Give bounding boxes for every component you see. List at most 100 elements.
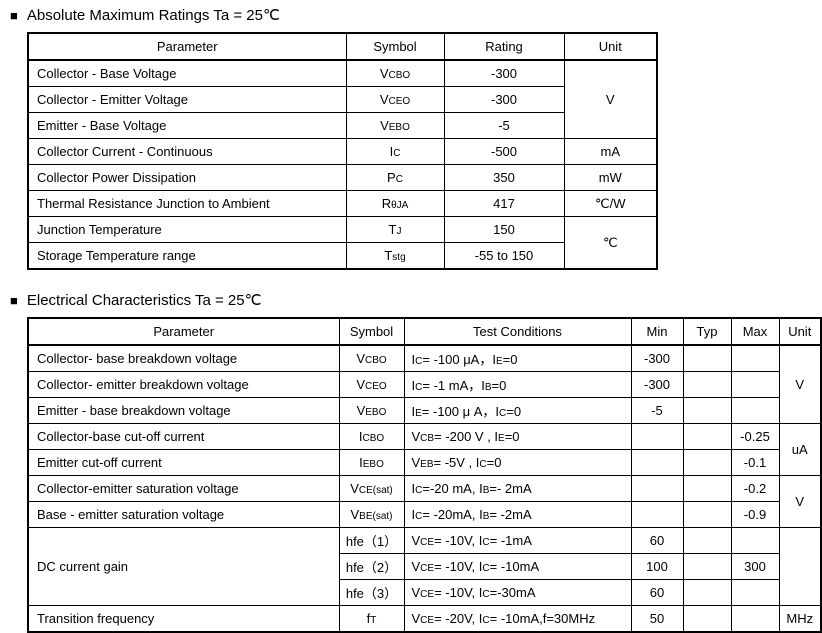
symbol-cell: IC [345, 138, 445, 165]
header-row: Parameter Symbol Rating Unit [27, 32, 658, 61]
param-cell: Collector-base cut-off current [27, 423, 340, 450]
param-cell: Emitter cut-off current [27, 449, 340, 476]
max-cell [730, 605, 780, 633]
param-cell: DC current gain [27, 527, 340, 606]
section-marker-icon: ■ [10, 292, 18, 308]
max-cell: -0.25 [730, 423, 780, 450]
symbol-cell: RθJA [345, 190, 445, 217]
min-cell: 60 [630, 579, 684, 606]
min-cell [630, 449, 684, 476]
col-header-parameter: Parameter [27, 317, 340, 346]
conditions-cell: VCE= -20V, IC= -10mA,f=30MHz [403, 605, 632, 633]
param-cell: Junction Temperature [27, 216, 347, 243]
conditions-cell: VCE= -10V, IC= -10mA [403, 553, 632, 580]
min-cell [630, 501, 684, 528]
typ-cell [682, 475, 732, 502]
rating-cell: 150 [443, 216, 565, 243]
table-row: hfe（2） VCE= -10V, IC= -10mA 100 300 [28, 553, 821, 580]
electrical-characteristics-table: Parameter Symbol Test Conditions Min Typ… [27, 317, 822, 633]
conditions-cell: VCE= -10V, IC= -1mA [403, 527, 632, 554]
table-row: DC current gain hfe（1） VCE= -10V, IC= -1… [27, 527, 822, 606]
table-row: Thermal Resistance Junction to Ambient R… [27, 190, 658, 217]
param-cell: Collector - Emitter Voltage [27, 86, 347, 113]
section-title-text: Absolute Maximum Ratings Ta = 25℃ [26, 7, 280, 24]
section-title-electrical-characteristics: ■ Electrical Characteristics Ta = 25℃ [10, 291, 822, 309]
typ-cell [682, 449, 732, 476]
max-cell [730, 371, 780, 398]
symbol-cell: hfe（3） [338, 579, 405, 606]
unit-cell: mW [563, 164, 658, 191]
rating-cell: -300 [443, 86, 565, 113]
typ-cell [682, 605, 732, 633]
typ-cell [682, 501, 732, 528]
unit-cell [778, 527, 822, 606]
table-row: Collector Current - Continuous IC -500 m… [27, 138, 658, 165]
table-row: Collector Power Dissipation PC 350 mW [27, 164, 658, 191]
typ-cell [682, 344, 732, 372]
max-cell [730, 397, 780, 424]
col-header-rating: Rating [443, 32, 565, 61]
table-row: Emitter cut-off current IEBO VEB= -5V , … [27, 449, 821, 476]
symbol-cell: PC [345, 164, 445, 191]
header-row: Parameter Symbol Test Conditions Min Typ… [27, 317, 822, 346]
param-cell: Collector- base breakdown voltage [27, 344, 340, 372]
param-cell: Collector Current - Continuous [27, 138, 347, 165]
typ-cell [682, 579, 732, 606]
symbol-cell: VEBO [345, 112, 445, 139]
min-cell: -5 [630, 397, 684, 424]
table-row: Transition frequency fT VCE= -20V, IC= -… [27, 605, 822, 633]
unit-cell: mA [563, 138, 658, 165]
unit-cell: V [778, 475, 822, 528]
param-cell: Storage Temperature range [27, 242, 347, 270]
conditions-cell: IC= -100 μA，IE=0 [403, 344, 632, 372]
section-title-text: Electrical Characteristics Ta = 25℃ [26, 292, 262, 309]
table-row: Collector - Base Voltage VCBO -300 V [27, 59, 658, 139]
symbol-cell: VCBO [338, 344, 405, 372]
unit-cell: V [778, 344, 822, 424]
col-header-typ: Typ [682, 317, 732, 346]
min-cell [630, 475, 684, 502]
table-row: Junction Temperature TJ 150 ℃ [27, 216, 658, 270]
symbol-cell: TJ [345, 216, 445, 243]
param-cell: Collector-emitter saturation voltage [27, 475, 340, 502]
table-row: Collector - Emitter Voltage VCEO -300 [27, 86, 657, 113]
conditions-cell: IE= -100 μ A，IC=0 [403, 397, 632, 424]
conditions-cell: VCB= -200 V , IE=0 [403, 423, 632, 450]
rating-cell: -500 [443, 138, 565, 165]
symbol-cell: VCBO [345, 59, 445, 87]
unit-cell: ℃ [563, 216, 658, 270]
symbol-cell: VCEO [345, 86, 445, 113]
symbol-cell: VCE(sat) [338, 475, 405, 502]
param-cell: Emitter - Base Voltage [27, 112, 347, 139]
min-cell: 50 [630, 605, 684, 633]
max-cell [730, 527, 780, 554]
rating-cell: -55 to 150 [443, 242, 565, 270]
rating-cell: 417 [443, 190, 565, 217]
table-row: Collector-emitter saturation voltage VCE… [27, 475, 822, 528]
param-cell: Thermal Resistance Junction to Ambient [27, 190, 347, 217]
table-row: Storage Temperature range Tstg -55 to 15… [27, 242, 657, 270]
symbol-cell: fT [338, 605, 405, 633]
col-header-unit: Unit [778, 317, 822, 346]
rating-cell: 350 [443, 164, 565, 191]
conditions-cell: IC= -20mA, IB= -2mA [403, 501, 632, 528]
param-cell: Collector Power Dissipation [27, 164, 347, 191]
max-cell: -0.9 [730, 501, 780, 528]
unit-cell: MHz [778, 605, 822, 633]
symbol-cell: VEBO [338, 397, 405, 424]
col-header-symbol: Symbol [345, 32, 445, 61]
symbol-cell: ICBO [338, 423, 405, 450]
conditions-cell: IC=-20 mA, IB=- 2mA [403, 475, 632, 502]
symbol-cell: IEBO [338, 449, 405, 476]
max-cell: 300 [730, 553, 780, 580]
col-header-unit: Unit [563, 32, 658, 61]
typ-cell [682, 527, 732, 554]
table-row: hfe（3） VCE= -10V, IC=-30mA 60 [28, 579, 821, 606]
col-header-parameter: Parameter [27, 32, 347, 61]
section-marker-icon: ■ [10, 7, 18, 23]
rating-cell: -300 [443, 59, 565, 87]
col-header-min: Min [630, 317, 684, 346]
rating-cell: -5 [443, 112, 565, 139]
unit-cell: V [563, 59, 658, 139]
conditions-cell: VEB= -5V , IC=0 [403, 449, 632, 476]
